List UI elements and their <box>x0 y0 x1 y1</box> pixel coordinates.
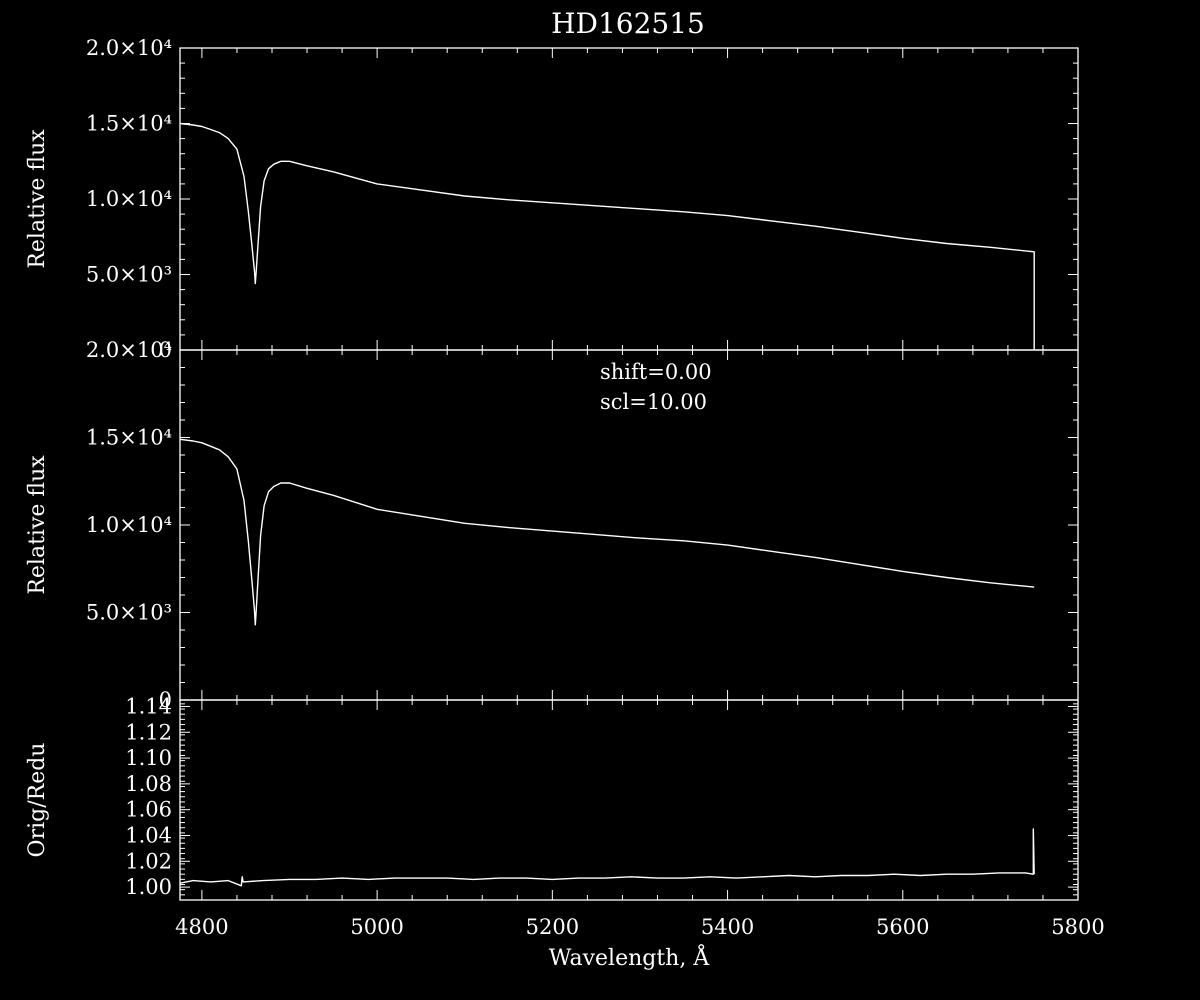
y-tick-label: 1.14 <box>125 694 172 718</box>
chart-title: HD162515 <box>551 7 705 40</box>
y-tick-label: 1.0×10⁴ <box>86 513 172 537</box>
y-tick-label: 2.0×10⁴ <box>86 36 172 60</box>
panel-bottom: 1.001.021.041.061.081.101.121.14 4800 5000… <box>25 694 1105 971</box>
y-axis-label: Relative flux <box>25 129 50 269</box>
series-line-middle <box>179 438 1035 626</box>
y-tick-label: 0 <box>159 688 172 712</box>
series-line-bottom <box>179 828 1035 887</box>
y-tick-label: 1.5×10⁴ <box>86 426 172 450</box>
x-tick-label: 5000 <box>350 915 403 939</box>
y-tick-label: 1.0×10⁴ <box>86 187 172 211</box>
y-tick-label: 1.12 <box>125 720 172 744</box>
y-tick-label: 5.0×10³ <box>86 263 172 287</box>
series-line-top <box>179 122 1035 350</box>
y-tick-label: 1.04 <box>125 823 172 847</box>
y-tick-label: 1.5×10⁴ <box>86 112 172 136</box>
x-tick-label: 5400 <box>701 915 754 939</box>
panel-middle: 0 5.0×10³ 1.0×10⁴ 1.5×10⁴ 2.0×10⁴ Relative fl… <box>25 338 1079 712</box>
y-tick-label: 1.10 <box>125 746 172 770</box>
y-axis-label: Orig/Redu <box>25 743 50 858</box>
panel-frame-bottom <box>179 699 1079 901</box>
y-tick-label: 1.02 <box>125 849 172 873</box>
y-tick-label: 5.0×10³ <box>86 601 172 625</box>
x-tick-label: 5600 <box>876 915 929 939</box>
x-tick-label: 5200 <box>526 915 579 939</box>
scale-annotation: scl=10.00 <box>600 390 707 414</box>
y-tick-label: 0 <box>159 338 172 362</box>
shift-annotation: shift=0.00 <box>600 360 712 384</box>
panel-top: 0 5.0×10³ 1.0×10⁴ 1.5×10⁴ 2.0×10⁴ Relative fl… <box>25 36 1079 362</box>
x-tick-label: 4800 <box>175 915 228 939</box>
x-axis-label: Wavelength, Å <box>549 943 711 971</box>
x-tick-label: 5800 <box>1051 915 1104 939</box>
y-tick-label: 1.06 <box>125 798 172 822</box>
panels-group: 0 5.0×10³ 1.0×10⁴ 1.5×10⁴ 2.0×10⁴ Relative fl… <box>25 36 1105 971</box>
y-tick-label: 2.0×10⁴ <box>86 338 172 362</box>
y-tick-label: 1.08 <box>125 772 172 796</box>
y-tick-label: 1.00 <box>125 875 172 899</box>
y-axis-label: Relative flux <box>25 455 50 595</box>
